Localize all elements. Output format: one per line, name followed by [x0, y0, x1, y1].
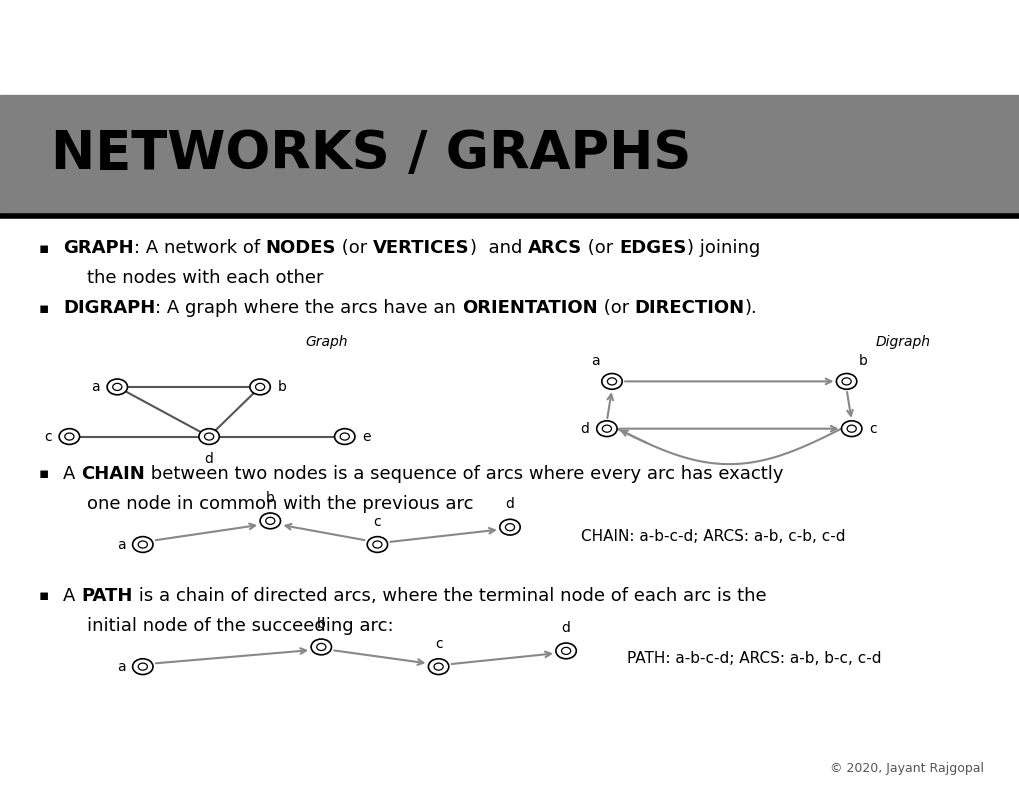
- Circle shape: [107, 379, 127, 395]
- Text: c: c: [868, 422, 875, 436]
- Text: a: a: [117, 537, 125, 552]
- Text: ORIENTATION: ORIENTATION: [462, 299, 597, 317]
- Circle shape: [841, 421, 861, 437]
- Circle shape: [373, 541, 382, 548]
- Circle shape: [428, 659, 448, 675]
- Text: ) joining: ) joining: [686, 240, 759, 257]
- Circle shape: [505, 523, 515, 531]
- Circle shape: [65, 433, 74, 440]
- Text: initial node of the succeeding arc:: initial node of the succeeding arc:: [87, 617, 393, 634]
- Circle shape: [132, 659, 153, 675]
- Text: e: e: [362, 429, 370, 444]
- Circle shape: [601, 426, 611, 432]
- Circle shape: [250, 379, 270, 395]
- Circle shape: [132, 537, 153, 552]
- Text: b: b: [266, 491, 274, 505]
- Text: NETWORKS / GRAPHS: NETWORKS / GRAPHS: [51, 128, 691, 180]
- Text: a: a: [117, 660, 125, 674]
- Text: EDGES: EDGES: [619, 240, 686, 257]
- Circle shape: [139, 541, 148, 548]
- Text: ▪: ▪: [39, 300, 49, 316]
- Text: c: c: [45, 429, 52, 444]
- Text: a: a: [591, 354, 599, 368]
- Bar: [0, 95, 1019, 213]
- Text: CHAIN: CHAIN: [82, 465, 145, 482]
- Text: between two nodes is a sequence of arcs where every arc has exactly: between two nodes is a sequence of arcs …: [145, 465, 783, 482]
- Circle shape: [334, 429, 355, 444]
- Circle shape: [340, 433, 348, 440]
- Text: : A network of: : A network of: [133, 240, 266, 257]
- Circle shape: [842, 378, 851, 385]
- Text: d: d: [205, 452, 213, 466]
- Circle shape: [311, 639, 331, 655]
- Text: one node in common with the previous arc: one node in common with the previous arc: [87, 495, 473, 512]
- Text: c: c: [434, 637, 442, 651]
- Circle shape: [836, 374, 856, 389]
- Circle shape: [846, 426, 856, 432]
- Text: d: d: [580, 422, 589, 436]
- Circle shape: [499, 519, 520, 535]
- Text: a: a: [92, 380, 100, 394]
- Text: PATH: a-b-c-d; ARCS: a-b, b-c, c-d: PATH: a-b-c-d; ARCS: a-b, b-c, c-d: [627, 651, 881, 667]
- Text: VERTICES: VERTICES: [373, 240, 470, 257]
- Text: ▪: ▪: [39, 240, 49, 256]
- Circle shape: [596, 421, 616, 437]
- Circle shape: [260, 513, 280, 529]
- Text: is a chain of directed arcs, where the terminal node of each arc is the: is a chain of directed arcs, where the t…: [132, 587, 765, 604]
- Text: d: d: [561, 621, 570, 635]
- Text: GRAPH: GRAPH: [63, 240, 133, 257]
- Text: DIRECTION: DIRECTION: [634, 299, 744, 317]
- Text: ▪: ▪: [39, 588, 49, 604]
- Circle shape: [601, 374, 622, 389]
- Text: (or: (or: [597, 299, 634, 317]
- Circle shape: [367, 537, 387, 552]
- Text: Graph: Graph: [305, 335, 347, 349]
- Circle shape: [607, 378, 615, 385]
- Circle shape: [255, 384, 265, 391]
- Circle shape: [317, 643, 326, 651]
- Text: DIGRAPH: DIGRAPH: [63, 299, 155, 317]
- Text: A: A: [63, 587, 82, 604]
- Text: : A graph where the arcs have an: : A graph where the arcs have an: [155, 299, 462, 317]
- Circle shape: [266, 517, 275, 525]
- Text: (or: (or: [336, 240, 373, 257]
- Text: b: b: [277, 380, 286, 394]
- Circle shape: [561, 648, 571, 654]
- Text: PATH: PATH: [82, 587, 132, 604]
- Text: NODES: NODES: [266, 240, 336, 257]
- Text: the nodes with each other: the nodes with each other: [87, 269, 323, 287]
- Text: © 2020, Jayant Rajgopal: © 2020, Jayant Rajgopal: [829, 762, 983, 775]
- Circle shape: [59, 429, 79, 444]
- Text: Digraph: Digraph: [874, 335, 929, 349]
- Text: ARCS: ARCS: [528, 240, 582, 257]
- Circle shape: [199, 429, 219, 444]
- Circle shape: [139, 663, 148, 670]
- Text: ▪: ▪: [39, 466, 49, 481]
- Text: d: d: [505, 497, 514, 511]
- Text: b: b: [858, 354, 867, 368]
- Text: ).: ).: [744, 299, 757, 317]
- Text: c: c: [373, 515, 381, 529]
- Text: b: b: [317, 617, 325, 631]
- Text: )  and: ) and: [470, 240, 528, 257]
- Text: CHAIN: a-b-c-d; ARCS: a-b, c-b, c-d: CHAIN: a-b-c-d; ARCS: a-b, c-b, c-d: [581, 529, 845, 545]
- Circle shape: [434, 663, 443, 670]
- Text: A: A: [63, 465, 82, 482]
- Circle shape: [555, 643, 576, 659]
- Text: (or: (or: [582, 240, 619, 257]
- Circle shape: [204, 433, 214, 440]
- Circle shape: [113, 384, 122, 391]
